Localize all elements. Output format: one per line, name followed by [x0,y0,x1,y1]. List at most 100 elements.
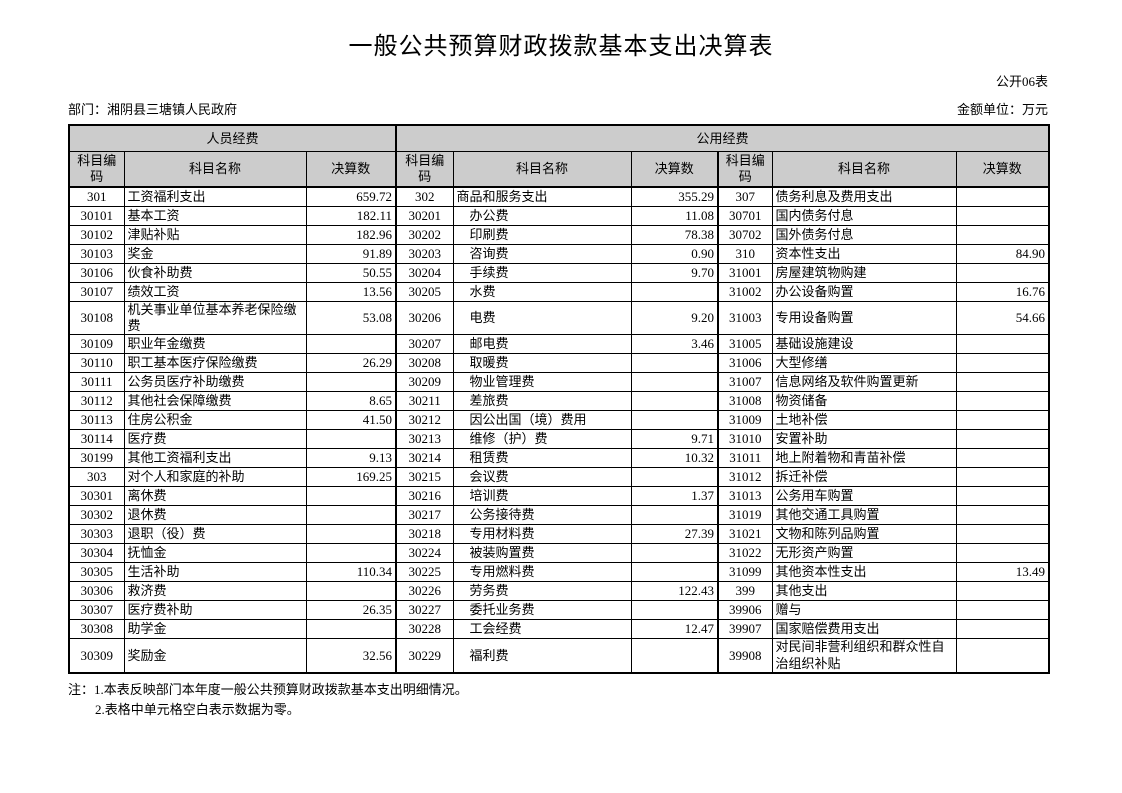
cell-subject-name: 奖励金 [123,638,307,674]
col-header-subject-code: 科目编码 [717,150,773,189]
cell-amount [955,448,1050,469]
cell-amount [955,600,1050,621]
cell-subject-code: 30205 [395,281,454,302]
table-row: 30113 住房公积金 41.50 30212 因公出国（境）费用 31009 土地补偿 [68,410,1050,431]
cell-amount: 355.29 [630,186,719,207]
table-row: 30199 其他工资福利支出 9.13 30214 租赁费 10.32 31011 地上附着… [68,448,1050,469]
cell-subject-code: 30227 [395,600,454,621]
table-row: 30301 离休费 30216 培训费 1.37 31013 公务用车购置 [68,486,1050,507]
cell-subject-code: 30211 [395,391,454,412]
cell-amount: 3.46 [630,334,719,355]
content-area: 公开06表 部门：湘阴县三塘镇人民政府 金额单位：万元 人员经费 公用经费 科目… [68,71,1051,720]
cell-subject-name: 工会经费 [452,619,632,640]
cell-subject-name: 土地补偿 [771,410,957,431]
cell-amount [630,467,719,488]
cell-subject-code: 31022 [717,543,773,564]
cell-subject-code: 31006 [717,353,773,374]
cell-subject-code: 30305 [68,562,125,583]
cell-subject-code: 30308 [68,619,125,640]
cell-amount: 91.89 [305,243,397,264]
cell-subject-name: 手续费 [452,262,632,283]
cell-subject-code: 30218 [395,524,454,545]
cell-subject-code: 30212 [395,410,454,431]
cell-subject-code: 30208 [395,353,454,374]
cell-amount [955,353,1050,374]
col-header-subject-name: 科目名称 [771,150,957,189]
cell-amount [305,581,397,602]
group-header-public: 公用经费 [395,124,1050,152]
cell-subject-name: 劳务费 [452,581,632,602]
cell-subject-name: 邮电费 [452,334,632,355]
table-row: 30111 公务员医疗补助缴费 30209 物业管理费 31007 信息网络及软件购置更… [68,372,1050,393]
cell-subject-code: 30209 [395,372,454,393]
cell-subject-name: 专用材料费 [452,524,632,545]
cell-amount [955,410,1050,431]
cell-subject-name: 退休费 [123,505,307,526]
cell-subject-code: 30199 [68,448,125,469]
cell-subject-code: 30204 [395,262,454,283]
cell-subject-name: 工资福利支出 [123,186,307,207]
cell-subject-name: 信息网络及软件购置更新 [771,372,957,393]
cell-subject-name: 专用设备购置 [771,300,957,336]
cell-subject-name: 拆迁补偿 [771,467,957,488]
cell-subject-code: 30225 [395,562,454,583]
cell-subject-name: 印刷费 [452,224,632,245]
table-row: 30303 退职（役）费 30218 专用材料费 27.39 31021 文物和陈列品购置 [68,524,1050,545]
cell-amount [305,334,397,355]
table-row: 30102 津贴补贴 182.96 30202 印刷费 78.38 30702 国外债务付息 [68,224,1050,245]
cell-subject-code: 30109 [68,334,125,355]
cell-subject-name: 救济费 [123,581,307,602]
cell-subject-code: 39908 [717,638,773,674]
cell-subject-name: 办公费 [452,205,632,226]
table-row: 30112 其他社会保障缴费 8.65 30211 差旅费 31008 物资储备 [68,391,1050,412]
cell-subject-name: 专用燃料费 [452,562,632,583]
cell-subject-name: 委托业务费 [452,600,632,621]
cell-subject-name: 办公设备购置 [771,281,957,302]
cell-subject-name: 绩效工资 [123,281,307,302]
cell-subject-code: 307 [717,186,773,207]
cell-amount [630,281,719,302]
cell-subject-code: 30303 [68,524,125,545]
cell-amount [955,186,1050,207]
table-row: 30103 奖金 91.89 30203 咨询费 0.90 310 资本性支出 84.90 [68,243,1050,264]
col-header-subject-code: 科目编码 [395,150,454,189]
cell-amount [630,410,719,431]
footnote-1: 注：1.本表反映部门本年度一般公共预算财政拨款基本支出明细情况。 [68,681,468,697]
table-row: 30101 基本工资 182.11 30201 办公费 11.08 30701 国内债务付息 [68,205,1050,226]
cell-amount [630,391,719,412]
cell-subject-name: 水费 [452,281,632,302]
cell-subject-code: 31008 [717,391,773,412]
table-row: 30304 抚恤金 30224 被装购置费 31022 无形资产购置 [68,543,1050,564]
cell-subject-code: 30702 [717,224,773,245]
cell-amount [630,543,719,564]
cell-subject-name: 会议费 [452,467,632,488]
cell-amount: 27.39 [630,524,719,545]
department-label: 部门：湘阴县三塘镇人民政府 [68,102,238,118]
cell-amount: 50.55 [305,262,397,283]
cell-subject-code: 30108 [68,300,125,336]
cell-subject-name: 电费 [452,300,632,336]
cell-subject-name: 商品和服务支出 [452,186,632,207]
cell-subject-code: 30110 [68,353,125,374]
cell-amount [955,543,1050,564]
cell-subject-name: 公务用车购置 [771,486,957,507]
cell-amount: 1.37 [630,486,719,507]
cell-subject-code: 303 [68,467,125,488]
cell-subject-code: 30306 [68,581,125,602]
cell-subject-name: 生活补助 [123,562,307,583]
doc-number-label: 公开06表 [995,74,1048,90]
table-row: 30305 生活补助 110.34 30225 专用燃料费 31099 其他资本性支出 13… [68,562,1050,583]
cell-subject-name: 基础设施建设 [771,334,957,355]
cell-subject-code: 30226 [395,581,454,602]
table-row: 30110 职工基本医疗保险缴费 26.29 30208 取暖费 31006 大型修缮 [68,353,1050,374]
cell-subject-name: 房屋建筑物购建 [771,262,957,283]
col-header-subject-name: 科目名称 [123,150,307,189]
cell-subject-name: 津贴补贴 [123,224,307,245]
cell-subject-name: 咨询费 [452,243,632,264]
footnote-2: 2.表格中单元格空白表示数据为零。 [95,702,300,718]
cell-subject-name: 国外债务付息 [771,224,957,245]
cell-subject-name: 基本工资 [123,205,307,226]
cell-subject-code: 30206 [395,300,454,336]
cell-subject-code: 31001 [717,262,773,283]
cell-subject-name: 维修（护）费 [452,429,632,450]
